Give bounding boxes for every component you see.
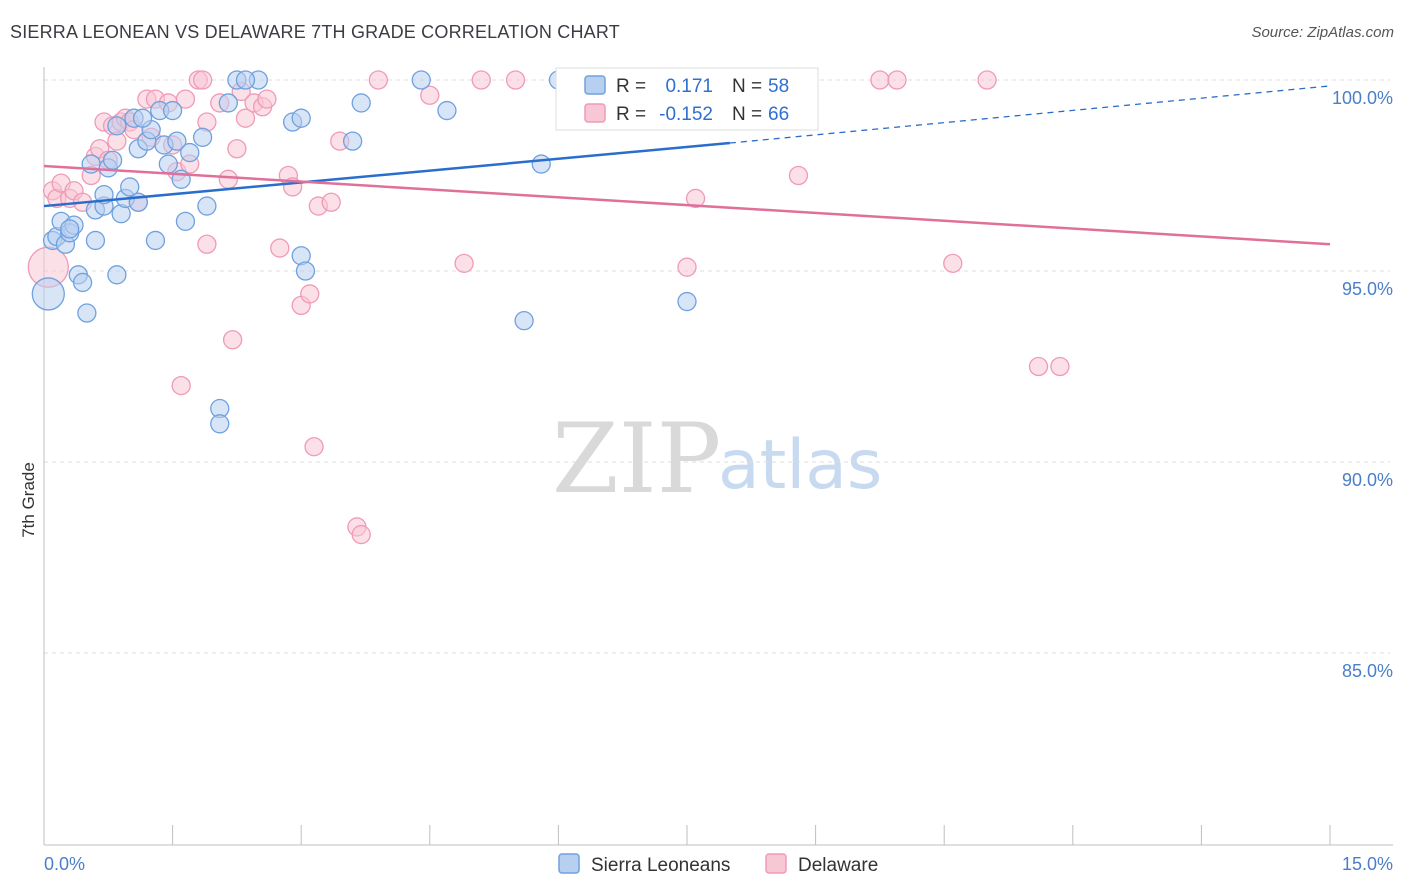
- blue-point-16: [102, 150, 123, 170]
- blue-point-38: [210, 414, 230, 434]
- watermark-zip: ZIP: [552, 403, 721, 515]
- legend-r-label-2: R =: [616, 104, 646, 125]
- blue-point-49: [437, 100, 457, 121]
- pink-point-46: [304, 437, 324, 457]
- blue-point-43: [291, 108, 311, 128]
- legend-n-value-1: 58: [768, 76, 789, 97]
- y-tick-label-100: 100.0%: [1332, 88, 1393, 108]
- blue-point-45: [295, 261, 316, 281]
- blue-point-57: [235, 70, 256, 90]
- pink-point-41: [270, 238, 290, 258]
- series-legend-label-pink: Delaware: [798, 855, 878, 876]
- series-legend-swatch-blue: [558, 853, 580, 874]
- blue-point-54: [197, 196, 217, 216]
- blue-point-32: [167, 131, 187, 151]
- stats-legend: R = 0.171 N = 58 R = -0.152 N = 66: [555, 67, 819, 131]
- pink-point-26: [175, 89, 196, 109]
- pink-point-61: [887, 70, 907, 90]
- blue-point-55: [60, 219, 80, 239]
- pink-point-52: [368, 70, 389, 90]
- blue-point-9: [77, 303, 97, 323]
- blue-point-0: [31, 277, 65, 311]
- legend-r-value-2: -0.152: [659, 104, 713, 125]
- blue-point-34: [175, 211, 196, 231]
- y-tick-label-95: 95.0%: [1342, 279, 1393, 299]
- pink-point-48: [321, 192, 341, 212]
- legend-n-label-2: N =: [732, 104, 762, 125]
- trend-lines: [43, 85, 1333, 246]
- pink-point-57: [677, 257, 697, 277]
- x-tick-label-min: 0.0%: [44, 854, 85, 874]
- pink-point-56: [505, 70, 526, 90]
- blue-point-30: [158, 154, 178, 174]
- pink-point-31: [197, 234, 217, 254]
- blue-point-27: [145, 230, 166, 251]
- y-tick-label-85: 85.0%: [1342, 661, 1393, 681]
- blue-point-8: [72, 272, 93, 293]
- pink-point-64: [1028, 356, 1049, 377]
- legend-r-label-1: R =: [616, 76, 646, 97]
- pink-point-35: [227, 139, 247, 159]
- pink-point-58: [685, 188, 706, 209]
- blue-point-36: [192, 127, 213, 147]
- watermark-atlas: atlas: [718, 426, 882, 505]
- blue-point-17: [107, 116, 127, 136]
- blue-point-53: [677, 291, 697, 312]
- pink-point-62: [943, 253, 963, 274]
- blue-point-35: [180, 142, 200, 163]
- pink-point-34: [222, 330, 243, 350]
- series-legend: Sierra Leoneans Delaware: [558, 853, 878, 876]
- blue-point-47: [351, 93, 371, 113]
- blue-point-39: [218, 93, 238, 113]
- pink-trend-line: [43, 164, 1331, 246]
- blue-point-56: [132, 108, 153, 128]
- legend-n-label-1: N =: [732, 76, 762, 97]
- legend-swatch-pink: [584, 103, 606, 123]
- blue-trend-extension: [729, 85, 1333, 144]
- pink-point-37: [235, 108, 256, 128]
- pink-point-51: [351, 524, 371, 545]
- pink-point-45: [300, 284, 320, 304]
- grid-lines: [44, 79, 1390, 654]
- legend-swatch-blue: [584, 75, 606, 95]
- blue-point-21: [120, 177, 140, 197]
- y-axis-label: 7th Grade: [19, 462, 38, 538]
- blue-point-12: [85, 230, 106, 251]
- axes: [43, 67, 1393, 846]
- blue-point-51: [531, 154, 551, 174]
- pink-point-29: [192, 70, 213, 90]
- blue-point-18: [107, 265, 127, 285]
- pink-point-54: [454, 253, 474, 274]
- pink-point-55: [471, 70, 491, 90]
- y-tick-label-90: 90.0%: [1342, 470, 1393, 490]
- series-legend-label-blue: Sierra Leoneans: [591, 855, 730, 876]
- blue-point-48: [411, 70, 431, 90]
- pink-point-59: [788, 165, 809, 186]
- pink-point-40: [257, 89, 277, 109]
- pink-point-60: [870, 70, 890, 90]
- chart-source: Source: ZipAtlas.com: [1251, 24, 1394, 41]
- pink-point-65: [1050, 356, 1070, 377]
- pink-point-25: [171, 375, 191, 396]
- blue-trend-line: [43, 141, 730, 208]
- pink-point-53: [420, 85, 440, 105]
- blue-point-46: [342, 131, 363, 151]
- x-tick-label-max: 15.0%: [1342, 854, 1393, 874]
- sierra-leoneans-points: [31, 70, 697, 434]
- chart-title: SIERRA LEONEAN VS DELAWARE 7TH GRADE COR…: [10, 22, 620, 42]
- series-legend-swatch-pink: [765, 853, 787, 874]
- blue-point-31: [162, 100, 183, 121]
- legend-n-value-2: 66: [768, 104, 789, 125]
- blue-point-50: [514, 311, 534, 331]
- legend-r-value-1: 0.171: [665, 76, 713, 97]
- pink-point-33: [218, 169, 238, 189]
- pink-point-63: [977, 70, 997, 90]
